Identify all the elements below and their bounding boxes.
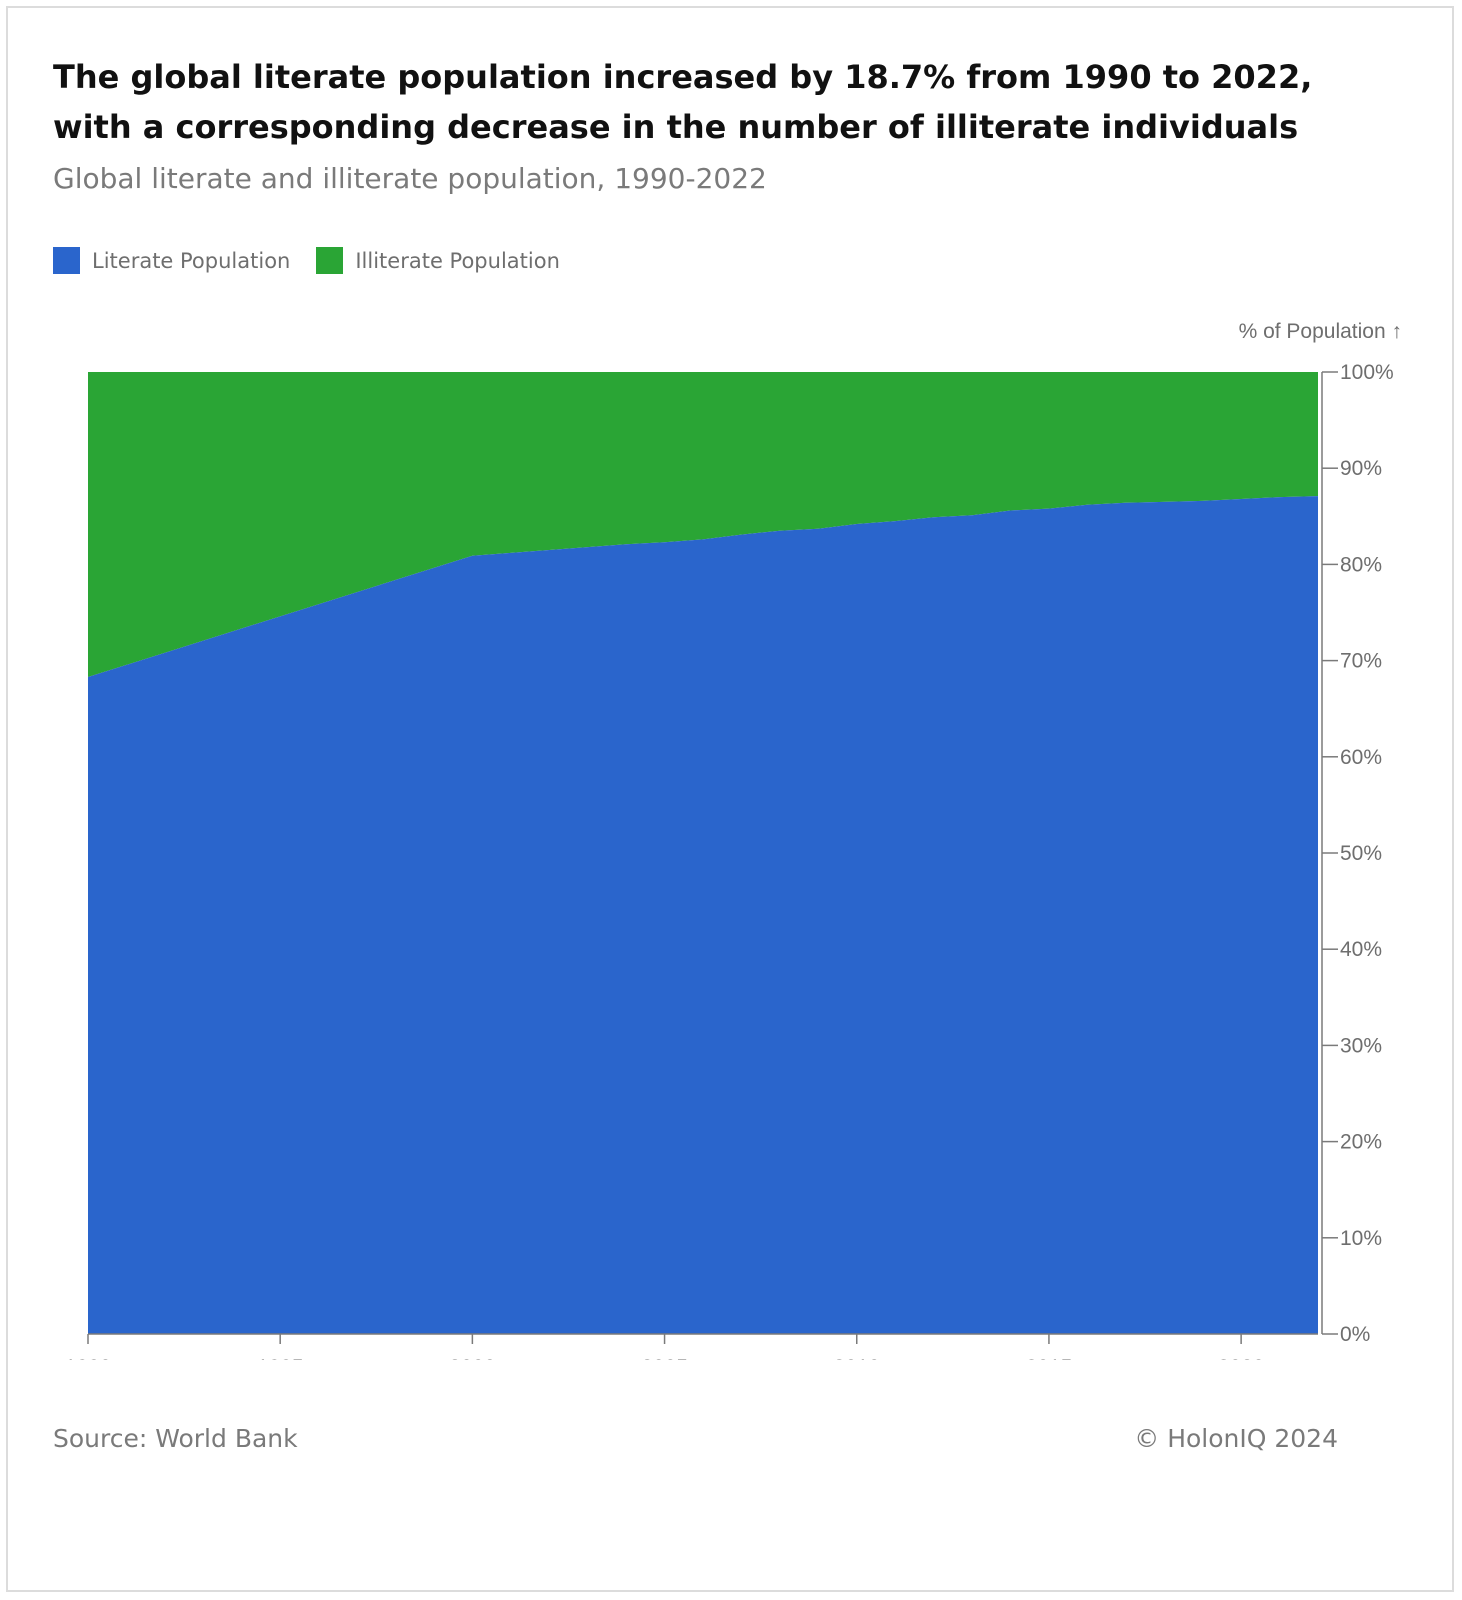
- area-chart: 0% 10% 20% 30% 40% 50% 60% 70% 80% 90% 100% % of Po…: [65, 320, 1402, 1360]
- area-illiterate-population: [88, 372, 1318, 677]
- x-tick-label: 2015: [1026, 1356, 1073, 1360]
- x-tick-label: 2020: [1218, 1356, 1265, 1360]
- y-tick-label: 0%: [1340, 1323, 1370, 1346]
- legend-label-illiterate: Illiterate Population: [355, 248, 560, 273]
- legend-swatch-literate: [53, 247, 80, 274]
- copyright-note: © HolonIQ 2024: [1134, 1424, 1338, 1453]
- legend-item-literate: Literate Population: [53, 247, 290, 274]
- x-tick-label: 2010: [833, 1356, 880, 1360]
- legend-item-illiterate: Illiterate Population: [316, 247, 560, 274]
- legend-swatch-illiterate: [316, 247, 344, 274]
- y-tick-label: 30%: [1340, 1034, 1382, 1057]
- y-tick-label: 90%: [1340, 457, 1382, 480]
- chart-subtitle: Global literate and illiterate populatio…: [53, 162, 767, 195]
- y-tick-label: 50%: [1340, 842, 1382, 865]
- x-tick-label: 1995: [257, 1356, 304, 1360]
- chart-title: The global literate population increased…: [53, 58, 1313, 146]
- y-tick-label: 100%: [1340, 361, 1394, 384]
- legend-label-literate: Literate Population: [92, 248, 291, 273]
- x-tick-label: 2000: [449, 1356, 496, 1360]
- y-tick-label: 40%: [1340, 938, 1382, 961]
- x-tick-label: 1990: [65, 1356, 112, 1360]
- y-axis-label: % of Population ↑: [1239, 320, 1402, 343]
- y-tick-label: 80%: [1340, 553, 1382, 576]
- y-tick-label: 60%: [1340, 746, 1382, 769]
- area-literate-population: [88, 496, 1318, 1335]
- y-tick-label: 70%: [1340, 650, 1382, 673]
- legend: Literate Population Illiterate Populatio…: [53, 247, 586, 274]
- y-tick-label: 20%: [1340, 1131, 1382, 1154]
- y-tick-label: 10%: [1340, 1227, 1382, 1250]
- source-note: Source: World Bank: [53, 1424, 298, 1453]
- x-tick-label: 2005: [641, 1356, 688, 1360]
